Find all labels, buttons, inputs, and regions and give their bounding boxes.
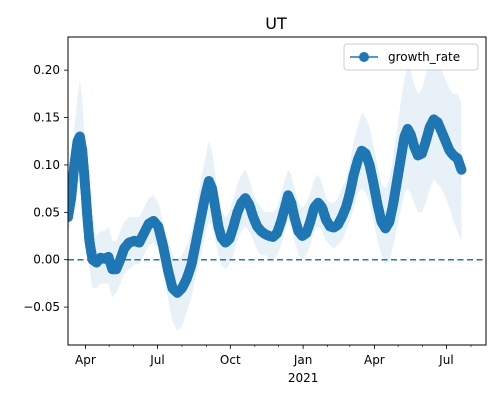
legend-label-growth-rate: growth_rate bbox=[388, 50, 460, 64]
data-point-marker bbox=[456, 164, 467, 175]
x-tick-label: Jul bbox=[438, 353, 453, 367]
y-tick-label: −0.05 bbox=[23, 300, 60, 314]
legend-marker-swatch bbox=[359, 52, 369, 62]
x-tick-year-label: 2021 bbox=[288, 371, 319, 385]
plot-area bbox=[68, 56, 486, 331]
plot-frame bbox=[67, 36, 487, 346]
y-tick-label: 0.00 bbox=[33, 253, 60, 267]
axes: −0.05 0.00 0.05 0.10 0.15 0.20 Apr Jul Oct Jan 202… bbox=[23, 63, 472, 385]
legend-box bbox=[343, 43, 479, 71]
x-tick-label: Apr bbox=[75, 353, 96, 367]
y-tick-label: 0.20 bbox=[33, 63, 60, 77]
y-tick-label: 0.10 bbox=[33, 158, 60, 172]
growth-rate-markers bbox=[68, 114, 467, 298]
x-tick-label: Jan bbox=[293, 353, 313, 367]
x-tick-label: Apr bbox=[364, 353, 385, 367]
x-tick-label: Jul bbox=[149, 353, 164, 367]
plot-contents bbox=[68, 56, 486, 331]
legend: growth_rate bbox=[343, 43, 479, 71]
y-tick-label: 0.05 bbox=[33, 205, 60, 219]
x-tick-label: Oct bbox=[220, 353, 241, 367]
chart-title: UT bbox=[265, 14, 287, 33]
y-tick-label: 0.15 bbox=[33, 111, 60, 125]
